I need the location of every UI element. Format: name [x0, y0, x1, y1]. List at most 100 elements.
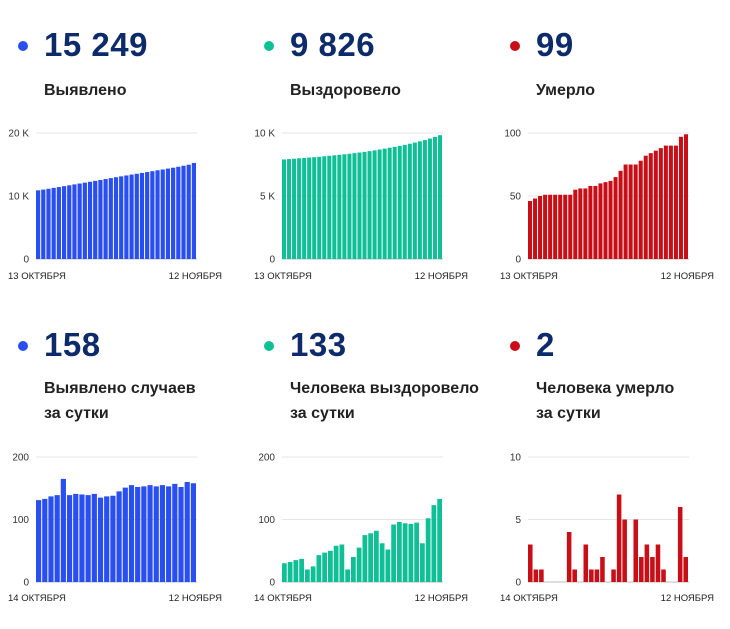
bar [351, 557, 356, 582]
bar [178, 487, 184, 582]
x-start-label: 14 ОКТЯБРЯ [254, 593, 312, 604]
x-end-label: 12 НОЯБРЯ [661, 271, 714, 282]
bar [186, 164, 191, 259]
bar [356, 547, 362, 582]
bar [653, 150, 658, 259]
y-tick-label: 0 [269, 255, 275, 266]
bar [533, 569, 539, 582]
bar [622, 519, 627, 582]
bar [385, 549, 391, 582]
bar [583, 188, 588, 259]
bar [287, 562, 293, 582]
bar [377, 149, 382, 259]
metric-label: Выявлено [44, 82, 127, 99]
bar [362, 151, 367, 259]
bar [392, 146, 397, 259]
x-end-label: 12 НОЯБРЯ [169, 271, 222, 282]
x-start-label: 13 ОКТЯБРЯ [254, 271, 312, 282]
bar [119, 176, 124, 259]
chart-cumulative-deaths: 0 50 100 13 ОКТЯБРЯ 12 НОЯБРЯ [500, 129, 714, 283]
bar [663, 145, 668, 259]
bar [332, 155, 337, 259]
bar [159, 485, 166, 582]
bar [608, 180, 613, 259]
bar [533, 198, 538, 259]
bar [407, 143, 412, 259]
bar [305, 569, 310, 582]
x-start-label: 13 ОКТЯБРЯ [8, 271, 66, 282]
bar [108, 178, 113, 259]
bar [352, 153, 357, 259]
bar [397, 145, 402, 259]
bar [566, 532, 572, 582]
bar [367, 151, 372, 259]
total-value: 158 [44, 326, 101, 363]
bar [611, 569, 616, 582]
bar [171, 167, 176, 259]
bar [402, 144, 407, 259]
bar [322, 156, 327, 259]
bar [310, 566, 316, 582]
bar [431, 505, 437, 582]
bar [181, 165, 186, 259]
bar [165, 168, 171, 259]
bar [339, 544, 345, 582]
chart-cumulative-detected: 0 10 K 20 K 13 ОКТЯБРЯ 12 НОЯБРЯ [8, 129, 222, 283]
bar [77, 183, 82, 259]
bar [141, 486, 147, 582]
metric-label-line-1: Человека выздоровело [290, 380, 479, 397]
bar [36, 190, 41, 259]
x-end-label: 12 НОЯБРЯ [415, 593, 468, 604]
bar [644, 544, 650, 582]
bar [176, 166, 181, 259]
bar [528, 544, 533, 582]
bar [342, 154, 347, 259]
y-tick-label: 200 [258, 453, 275, 464]
bar [82, 182, 87, 259]
total-value: 2 [536, 326, 555, 363]
bar [113, 177, 119, 259]
bar [437, 498, 442, 582]
bar [578, 188, 583, 259]
y-tick-label: 5 [515, 515, 521, 526]
y-tick-label: 100 [504, 129, 521, 140]
panel-daily-recovered: 133 Человека выздоровело за сутки 0 100 20… [246, 318, 489, 628]
bar [191, 162, 196, 259]
y-tick-label: 0 [23, 578, 29, 589]
total-value: 15 249 [44, 26, 148, 63]
bar [673, 145, 678, 259]
bar [558, 194, 563, 259]
bar [362, 535, 368, 582]
panel-cumulative-detected: 15 249 Выявлено 0 10 K 20 K 13 ОКТЯБРЯ 12 НО… [0, 0, 243, 310]
bar [643, 155, 648, 259]
bar [618, 170, 623, 259]
bar [628, 164, 633, 259]
y-tick-label: 10 [510, 453, 522, 464]
metric-label-line-1: Выявлено случаев [44, 380, 196, 397]
bar [677, 507, 683, 582]
series-dot [510, 41, 520, 51]
bar [333, 545, 339, 582]
bar [48, 496, 54, 582]
bar [166, 486, 172, 582]
total-value: 9 826 [290, 26, 376, 63]
bar [548, 194, 553, 259]
bar [299, 558, 304, 582]
bar [79, 494, 85, 582]
bar [46, 188, 51, 259]
bar [87, 181, 93, 259]
bar [184, 482, 190, 582]
bar [328, 550, 333, 582]
bar [539, 569, 544, 582]
bar [160, 169, 165, 259]
bar [302, 157, 307, 259]
bar [307, 157, 312, 259]
bar [420, 543, 425, 582]
bar [613, 177, 618, 259]
total-value: 133 [290, 326, 347, 363]
bar [563, 194, 568, 259]
bar [683, 134, 688, 259]
bar [427, 138, 432, 259]
bar [543, 194, 548, 259]
bar [658, 148, 663, 259]
